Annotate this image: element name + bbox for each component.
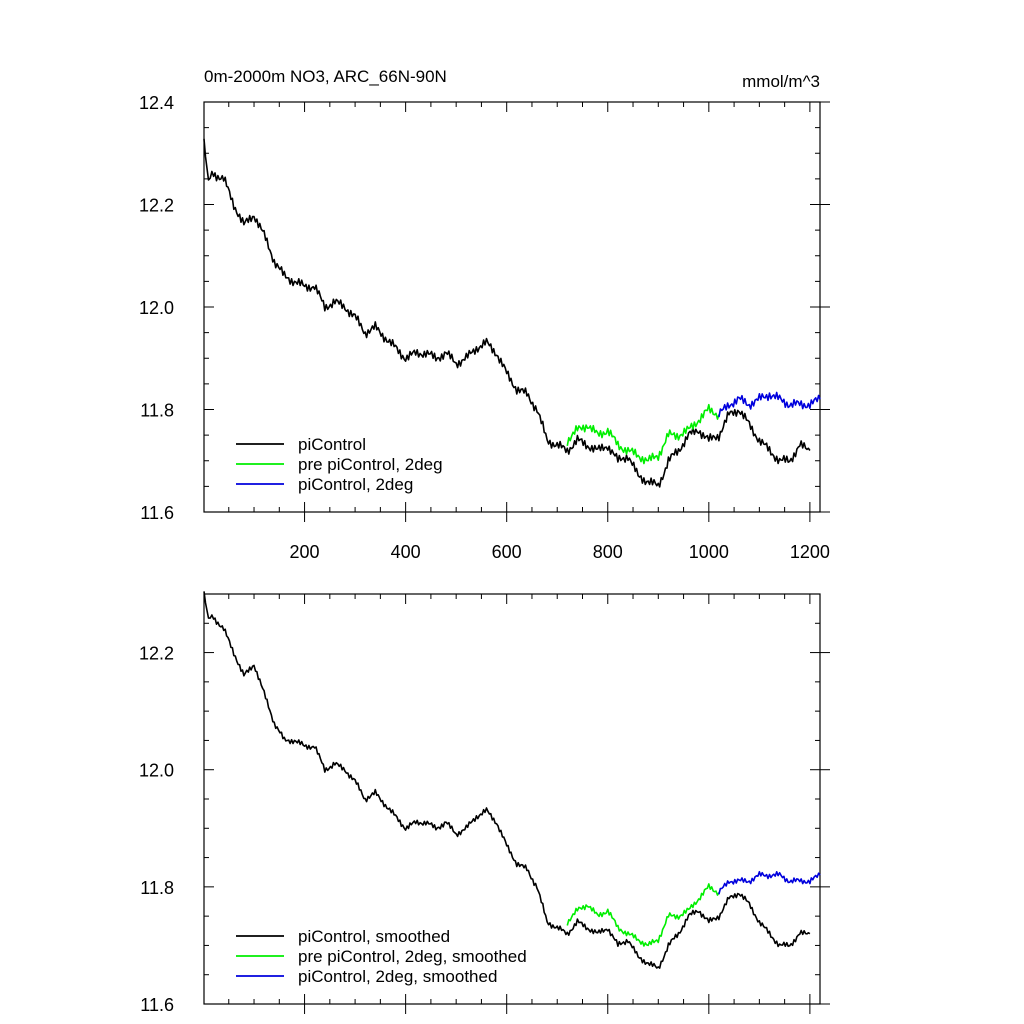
- x-tick-label: 800: [593, 542, 623, 562]
- legend-label: pre piControl, 2deg: [298, 455, 443, 474]
- series-line: [203, 591, 811, 969]
- y-tick-label: 12.0: [139, 298, 174, 318]
- axis-ticks: 11.6 11.8 12.0 12.2: [139, 593, 830, 1015]
- legend-label: piControl: [298, 435, 366, 454]
- legend-label: piControl, 2deg: [298, 475, 413, 494]
- plot-frame: [203, 593, 821, 1005]
- y-tick-label: 12.0: [139, 761, 174, 781]
- series-line: [718, 870, 821, 895]
- series-line: [203, 138, 811, 488]
- series-lines: [203, 591, 821, 969]
- legend-label: piControl, smoothed: [298, 927, 450, 946]
- plot-frame: [203, 101, 821, 513]
- axis-ticks: 200 400 600 800 1000 1200 11.6 11.8 12.0 12.2 12.4: [139, 93, 830, 562]
- x-tick-label: 200: [290, 542, 320, 562]
- y-tick-label: 12.2: [139, 644, 174, 664]
- legend-label: pre piControl, 2deg, smoothed: [298, 947, 527, 966]
- y-tick-label: 11.6: [140, 503, 174, 523]
- legend-label: piControl, 2deg, smoothed: [298, 967, 497, 986]
- top-panel: 0m-2000m NO3, ARC_66N-90N mmol/m^3 200 40…: [139, 67, 830, 562]
- series-line: [566, 883, 720, 947]
- y-tick-label: 11.8: [140, 401, 174, 421]
- series-line: [566, 403, 720, 465]
- bottom-panel: 11.6 11.8 12.0 12.2 piControl, smoothedpre …: [139, 591, 830, 1015]
- y-tick-label: 12.4: [139, 93, 174, 113]
- y-tick-label: 11.8: [140, 878, 174, 898]
- x-tick-label: 1200: [790, 542, 830, 562]
- series-lines: [203, 138, 821, 488]
- units-label: mmol/m^3: [742, 72, 820, 91]
- x-tick-label: 600: [492, 542, 522, 562]
- x-tick-label: 400: [391, 542, 421, 562]
- chart-title: 0m-2000m NO3, ARC_66N-90N: [204, 67, 447, 86]
- y-tick-label: 12.2: [139, 196, 174, 216]
- series-line: [718, 391, 821, 418]
- x-tick-label: 1000: [689, 542, 729, 562]
- y-tick-label: 11.6: [140, 995, 174, 1015]
